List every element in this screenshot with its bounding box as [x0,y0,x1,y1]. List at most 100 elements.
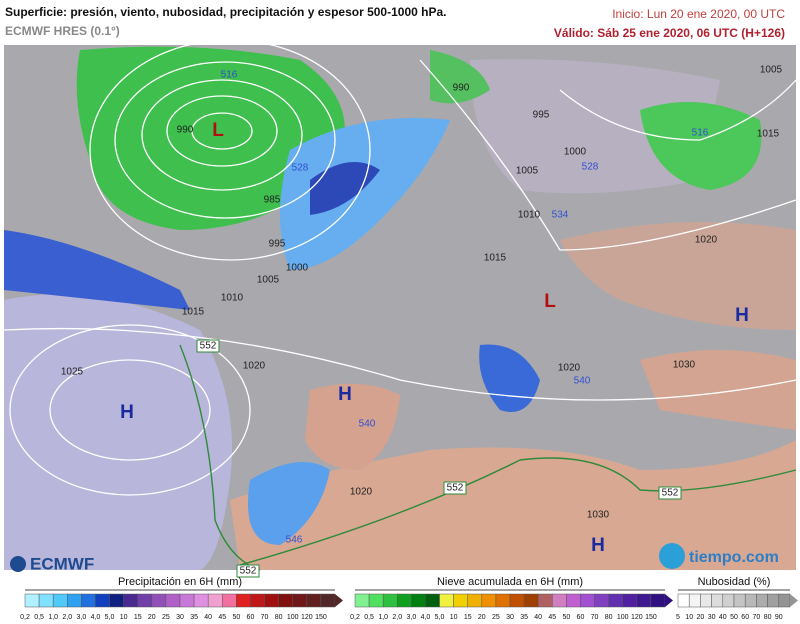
pressure-label: 1005 [257,275,280,286]
legend-tick: 45 [548,614,556,621]
thickness-label: 546 [286,535,303,546]
legend-tick: 35 [520,614,528,621]
pressure-label: 1020 [350,487,373,498]
pressure-center: L [544,291,556,312]
legend-tick: 20 [148,614,156,621]
legend-swatch [580,593,595,608]
pressure-label: 1010 [221,293,244,304]
legend-swatch [711,593,724,608]
pressure-center: H [120,402,134,423]
thickness-label: 552 [240,566,257,577]
legend-tick: 120 [301,614,313,621]
legend-tick: 100 [617,614,629,621]
legend-swatch [425,593,440,608]
logo-text: tiempo.com [689,549,779,566]
legend-swatch [744,593,757,608]
pressure-label: 1000 [286,263,309,274]
legend-swatch [81,593,96,608]
legend-swatch [756,593,768,608]
legend-title: Nieve acumulada en 6H (mm) [437,576,583,588]
thickness-label: 516 [221,70,238,81]
legend-swatch [767,593,780,608]
legend-swatch [411,593,426,608]
legend-tick: 70 [753,614,761,621]
thickness-label: 552 [447,483,464,494]
pressure-label: 1030 [587,510,610,521]
pressure-center: H [338,384,352,405]
model: ECMWF HRES (0.1°) [5,24,120,38]
thickness-label: 516 [692,128,709,139]
legend-arrow [335,594,343,607]
legend-swatch [566,593,581,608]
logo-text: ECMWF [30,554,94,573]
legend-tick: 50 [232,614,240,621]
legend-swatch [481,593,497,608]
legend-tick: 40 [534,614,542,621]
legend-tick: 70 [261,614,269,621]
legend-tick: 80 [764,614,772,621]
legend-tick: 5,0 [105,614,115,621]
legend-tick: 25 [162,614,170,621]
legend-tick: 15 [134,614,142,621]
legend-swatch [778,593,791,608]
legend-swatch [250,593,265,608]
legend-tick: 40 [719,614,727,621]
legend-tick: 90 [775,614,783,621]
pressure-label: 990 [453,83,470,94]
pressure-center: H [591,535,605,556]
init-time: Inicio: Lun 20 ene 2020, 00 UTC [612,7,785,21]
legend-tick: 120 [631,614,643,621]
legend-tick: 40 [204,614,212,621]
thickness-label: 534 [552,210,569,221]
legend-swatch [368,593,384,608]
legend-swatch [594,593,609,608]
legend-tick: 50 [730,614,738,621]
legend-title: Nubosidad (%) [698,576,771,588]
tiempo-logo: tiempo.com [659,543,779,569]
legend-swatch [179,593,195,608]
legend-swatch [264,593,279,608]
legend-swatch [495,593,511,608]
valid-time: Válido: Sáb 25 ene 2020, 06 UTC (H+126) [554,26,785,40]
legend-tick: 45 [218,614,226,621]
legend-tick: 2,0 [62,614,72,621]
legend-swatch [509,593,525,608]
thickness-box [443,481,467,495]
legend-swatch [292,593,308,608]
legend-tick: 30 [176,614,184,621]
legend-tick: 0,2 [350,614,360,621]
thickness-label: 540 [359,419,376,430]
legend-swatch [95,593,110,608]
pressure-label: 1020 [243,361,266,372]
pressure-label: 1015 [757,129,780,140]
thickness-box [658,486,682,500]
pressure-label: 995 [533,110,550,121]
legend-tick: 0,5 [364,614,374,621]
pressure-label: 1015 [484,253,507,264]
pressure-center: H [735,305,749,326]
legend-tick: 25 [492,614,500,621]
legend-swatch [688,593,701,608]
legend-swatch [236,593,251,608]
legend-swatch [320,593,336,608]
legend-swatch [151,593,167,608]
thickness-label: 552 [200,341,217,352]
thickness-label: 540 [574,376,591,387]
legend-tick: 10 [120,614,128,621]
thickness-label: 528 [292,163,309,174]
legend-tick: 4,0 [421,614,431,621]
pressure-label: 985 [264,195,281,206]
legend-swatch [382,593,398,608]
legend-tick: 2,0 [392,614,402,621]
legend-tick: 20 [478,614,486,621]
legend-tick: 10 [685,614,693,621]
legend-swatch [207,593,223,608]
legend-tick: 35 [190,614,198,621]
legend-swatch [650,593,666,608]
legend-swatch [397,593,412,608]
legend-tick: 1,0 [48,614,58,621]
legend-swatch [608,593,623,608]
pressure-label: 1020 [695,235,718,246]
legend-swatch [137,593,153,608]
legend-tick: 5 [676,614,680,621]
